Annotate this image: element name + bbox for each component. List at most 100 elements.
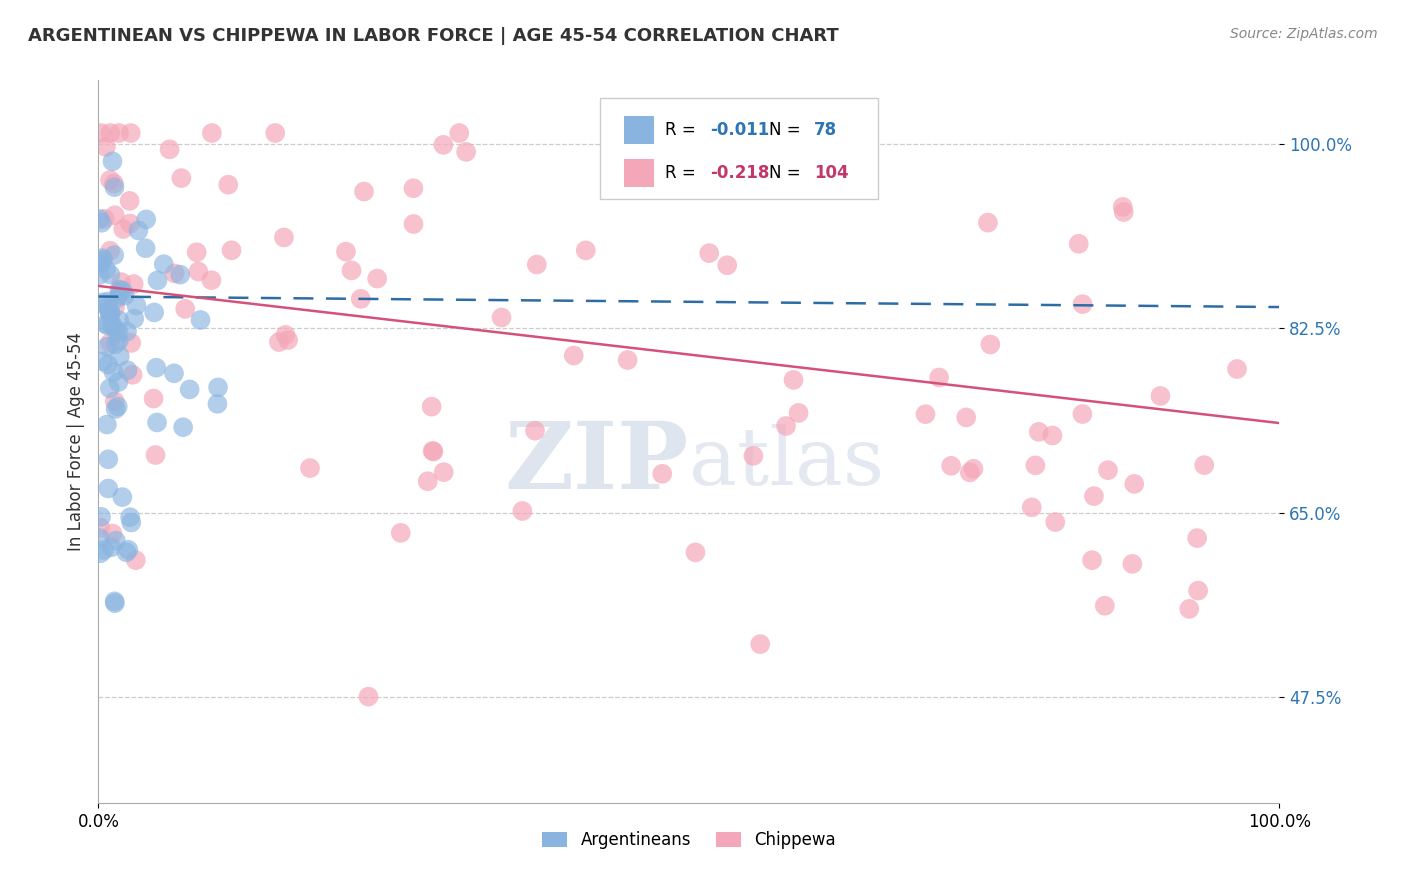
Argentineans (100, 318, 122, 332)
Chippewa (1083, 489, 1105, 503)
Argentineans (108, 349, 131, 363)
Text: -0.011: -0.011 (710, 120, 769, 139)
Argentineans (179, 383, 201, 397)
Argentineans (91, 251, 114, 265)
Chippewa (685, 545, 707, 559)
Argentineans (107, 375, 129, 389)
Chippewa (959, 466, 981, 480)
Chippewa (350, 292, 373, 306)
Argentineans (104, 401, 127, 416)
Argentineans (96, 262, 118, 277)
Argentineans (110, 284, 132, 298)
Chippewa (163, 266, 186, 280)
Argentineans (100, 307, 122, 321)
Argentineans (97, 294, 120, 309)
Argentineans (107, 400, 129, 414)
Argentineans (96, 340, 118, 354)
Chippewa (353, 185, 375, 199)
Chippewa (1067, 236, 1090, 251)
Chippewa (651, 467, 673, 481)
Chippewa (118, 217, 141, 231)
Argentineans (163, 367, 186, 381)
Chippewa (274, 328, 297, 343)
Chippewa (299, 461, 322, 475)
Chippewa (977, 216, 1000, 230)
Argentineans (103, 365, 125, 379)
Chippewa (1071, 407, 1094, 421)
Chippewa (103, 177, 125, 191)
Argentineans (96, 417, 118, 432)
Chippewa (104, 208, 127, 222)
Chippewa (562, 349, 585, 363)
Chippewa (422, 443, 444, 458)
Chippewa (121, 368, 143, 382)
Chippewa (422, 444, 444, 458)
Chippewa (201, 126, 224, 140)
Chippewa (416, 475, 439, 489)
Chippewa (186, 245, 208, 260)
Argentineans (111, 284, 134, 298)
Argentineans (103, 594, 125, 608)
Argentineans (120, 516, 142, 530)
Argentineans (114, 288, 136, 302)
Argentineans (103, 248, 125, 262)
Argentineans (108, 313, 131, 327)
Argentineans (89, 255, 111, 269)
FancyBboxPatch shape (600, 98, 877, 200)
Chippewa (782, 373, 804, 387)
Argentineans (172, 420, 194, 434)
Argentineans (91, 295, 114, 310)
Chippewa (217, 178, 239, 192)
Argentineans (98, 306, 121, 320)
Text: 104: 104 (814, 164, 849, 182)
Chippewa (1094, 599, 1116, 613)
Chippewa (170, 171, 193, 186)
Chippewa (1226, 362, 1249, 376)
Chippewa (174, 301, 197, 316)
Chippewa (1045, 515, 1067, 529)
Chippewa (120, 126, 142, 140)
Argentineans (105, 324, 128, 338)
Chippewa (1112, 205, 1135, 219)
Chippewa (98, 336, 121, 351)
Chippewa (962, 462, 984, 476)
Argentineans (105, 291, 128, 305)
Argentineans (169, 268, 191, 282)
Chippewa (221, 244, 243, 258)
Argentineans (90, 216, 112, 230)
Chippewa (98, 244, 121, 258)
Chippewa (402, 181, 425, 195)
Argentineans (124, 311, 146, 326)
Chippewa (142, 392, 165, 406)
Chippewa (979, 337, 1001, 351)
Chippewa (1123, 476, 1146, 491)
Legend: Argentineans, Chippewa: Argentineans, Chippewa (536, 824, 842, 856)
Chippewa (94, 140, 117, 154)
Chippewa (616, 353, 638, 368)
Argentineans (143, 305, 166, 319)
Argentineans (90, 546, 112, 560)
Text: Source: ZipAtlas.com: Source: ZipAtlas.com (1230, 27, 1378, 41)
Chippewa (928, 370, 950, 384)
Text: R =: R = (665, 164, 702, 182)
Argentineans (207, 380, 229, 394)
Chippewa (366, 271, 388, 285)
Text: N =: N = (769, 164, 806, 182)
Chippewa (402, 217, 425, 231)
Argentineans (97, 358, 120, 372)
Chippewa (491, 310, 513, 325)
Chippewa (1024, 458, 1046, 473)
Argentineans (89, 268, 111, 282)
Chippewa (94, 211, 117, 226)
Argentineans (207, 397, 229, 411)
Argentineans (103, 180, 125, 194)
Argentineans (145, 360, 167, 375)
Chippewa (98, 126, 121, 140)
Chippewa (1097, 463, 1119, 477)
Argentineans (91, 252, 114, 267)
Chippewa (526, 258, 548, 272)
Text: 78: 78 (814, 120, 837, 139)
Argentineans (135, 212, 157, 227)
Chippewa (749, 637, 772, 651)
Chippewa (1121, 557, 1143, 571)
